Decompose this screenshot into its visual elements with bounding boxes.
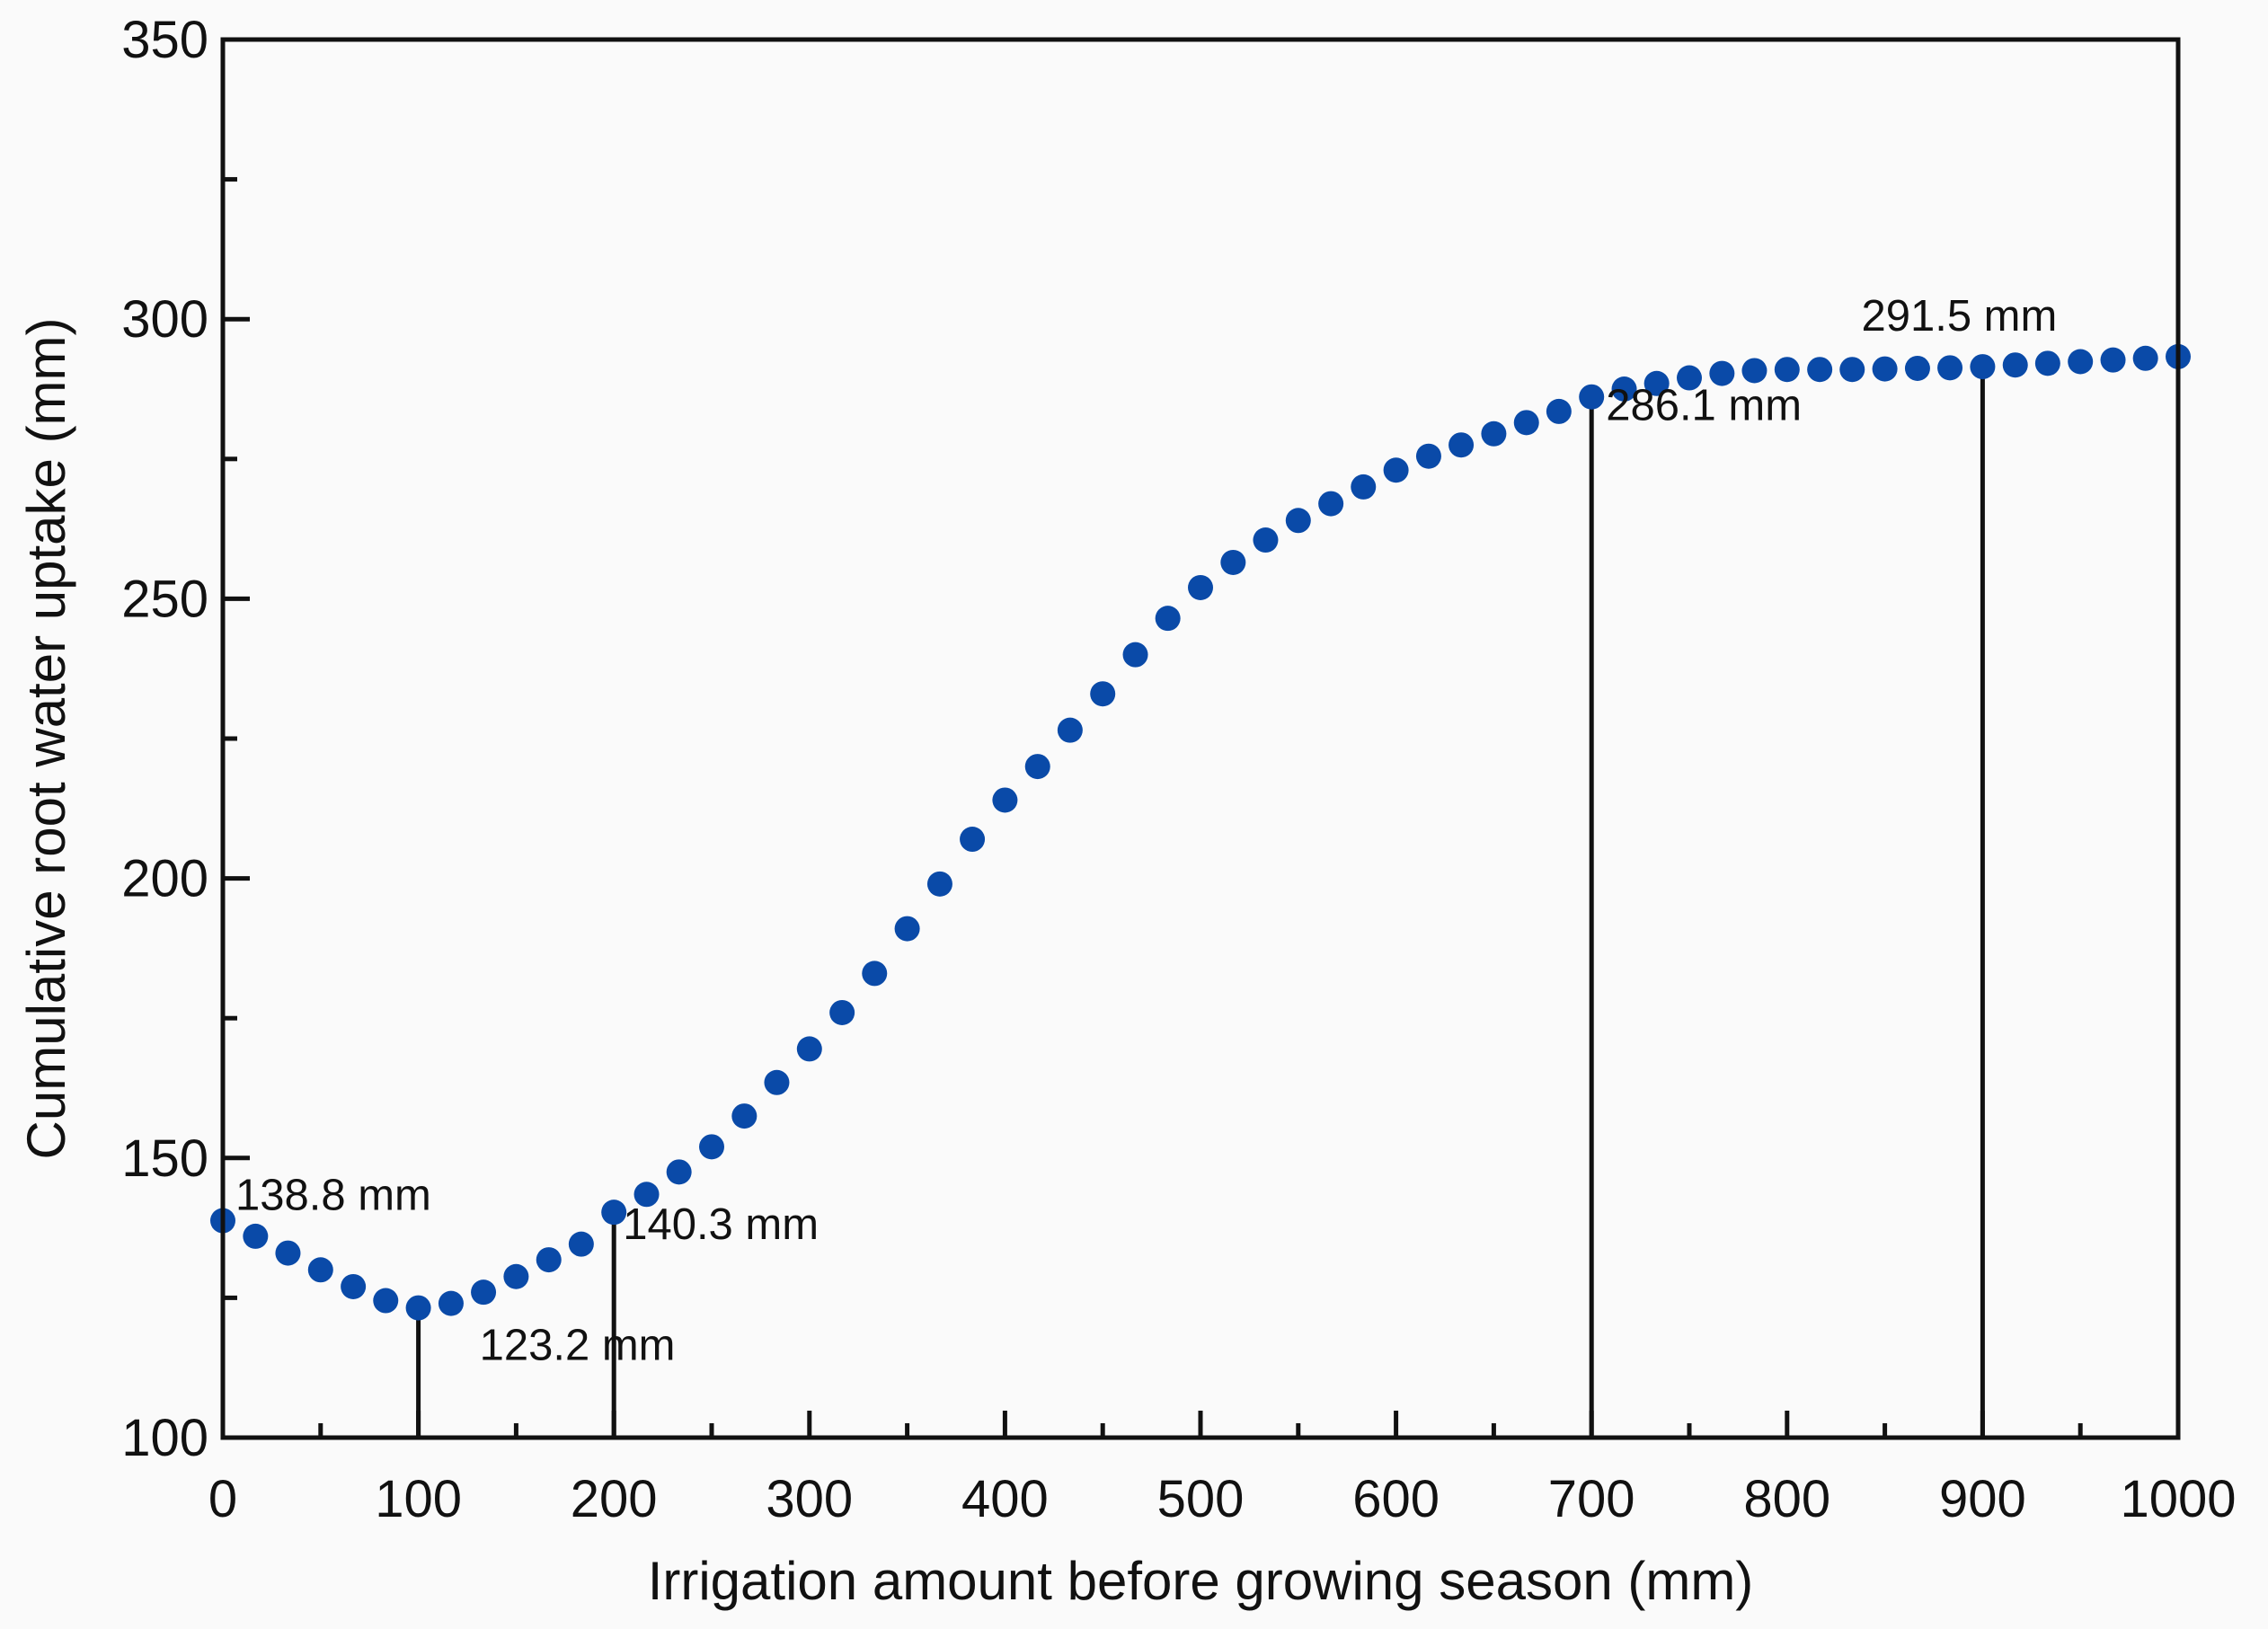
- x-tick-label: 600: [1352, 1470, 1440, 1528]
- data-point: [960, 827, 986, 853]
- data-point: [1839, 357, 1865, 383]
- data-point: [829, 999, 855, 1025]
- y-tick-label: 350: [121, 11, 208, 69]
- data-point: [862, 961, 888, 987]
- data-point: [926, 871, 952, 897]
- y-tick-label: 150: [121, 1129, 208, 1188]
- annotation-label: 138.8 mm: [235, 1172, 431, 1220]
- data-point: [894, 916, 920, 942]
- data-point: [243, 1223, 269, 1249]
- data-point: [796, 1036, 822, 1062]
- data-point: [1253, 527, 1279, 553]
- data-point: [275, 1240, 301, 1266]
- annotation-label: 140.3 mm: [623, 1200, 819, 1249]
- data-point: [2034, 350, 2060, 376]
- y-tick-label: 100: [121, 1409, 208, 1467]
- data-point: [1611, 376, 1637, 402]
- data-point: [405, 1295, 431, 1321]
- data-point: [307, 1257, 333, 1283]
- data-point: [1057, 717, 1083, 743]
- data-point: [1513, 410, 1539, 436]
- data-point: [1415, 443, 1441, 469]
- x-tick-label: 800: [1743, 1470, 1830, 1528]
- plot-area-frame: [220, 37, 2181, 1440]
- annotation-label: 123.2 mm: [480, 1322, 676, 1370]
- data-point: [1872, 356, 1898, 382]
- data-point: [1351, 474, 1377, 500]
- annotation-label: 291.5 mm: [1861, 292, 2057, 341]
- data-point: [1318, 491, 1344, 517]
- y-tick-label: 250: [121, 570, 208, 628]
- data-point: [1709, 360, 1735, 386]
- x-tick-label: 700: [1548, 1470, 1635, 1528]
- data-point: [2100, 347, 2126, 373]
- data-point: [1090, 681, 1116, 707]
- data-point: [699, 1134, 724, 1160]
- x-tick-label: 200: [571, 1470, 658, 1528]
- data-point: [1937, 355, 1963, 381]
- data-point: [601, 1200, 627, 1226]
- data-point: [1643, 370, 1670, 396]
- data-point: [731, 1103, 757, 1129]
- data-point: [471, 1279, 497, 1306]
- data-point: [438, 1290, 464, 1316]
- data-point: [568, 1231, 594, 1257]
- data-point: [536, 1247, 562, 1273]
- data-point: [1188, 574, 1213, 600]
- data-point: [1220, 549, 1246, 575]
- x-tick-label: 400: [961, 1470, 1049, 1528]
- x-tick-label: 0: [208, 1470, 237, 1528]
- x-tick-label: 1000: [2120, 1470, 2236, 1528]
- data-point: [1155, 606, 1181, 632]
- data-point: [1024, 754, 1050, 780]
- data-point: [2068, 349, 2094, 375]
- x-axis-title: Irrigation amount before growing season …: [648, 1551, 1754, 1611]
- data-point: [1741, 358, 1767, 384]
- y-tick-label: 200: [121, 850, 208, 908]
- data-point: [764, 1069, 790, 1095]
- data-point: [1383, 457, 1409, 483]
- data-point: [1285, 508, 1311, 534]
- y-tick-label: 300: [121, 290, 208, 349]
- data-point: [1481, 421, 1507, 447]
- data-point: [1970, 354, 1996, 380]
- data-point: [992, 787, 1018, 813]
- y-axis-title: Cumulative root water uptake (mm): [16, 318, 76, 1160]
- x-tick-label: 100: [375, 1470, 462, 1528]
- data-point: [1807, 357, 1833, 383]
- data-point: [1122, 642, 1148, 668]
- data-point: [1546, 398, 1572, 424]
- x-tick-label: 900: [1939, 1470, 2026, 1528]
- data-point: [373, 1288, 399, 1314]
- data-point: [341, 1273, 367, 1299]
- x-tick-label: 500: [1157, 1470, 1245, 1528]
- data-point: [2132, 345, 2158, 371]
- annotation-label: 286.1 mm: [1606, 382, 1802, 430]
- data-point: [1677, 365, 1702, 391]
- data-point: [633, 1182, 660, 1208]
- data-point: [503, 1263, 529, 1289]
- data-point: [2002, 352, 2028, 378]
- data-point: [1774, 357, 1800, 383]
- data-point: [666, 1159, 692, 1185]
- data-point: [1904, 355, 1930, 381]
- data-point: [1449, 432, 1475, 458]
- data-point: [1579, 384, 1605, 410]
- x-tick-label: 300: [766, 1470, 853, 1528]
